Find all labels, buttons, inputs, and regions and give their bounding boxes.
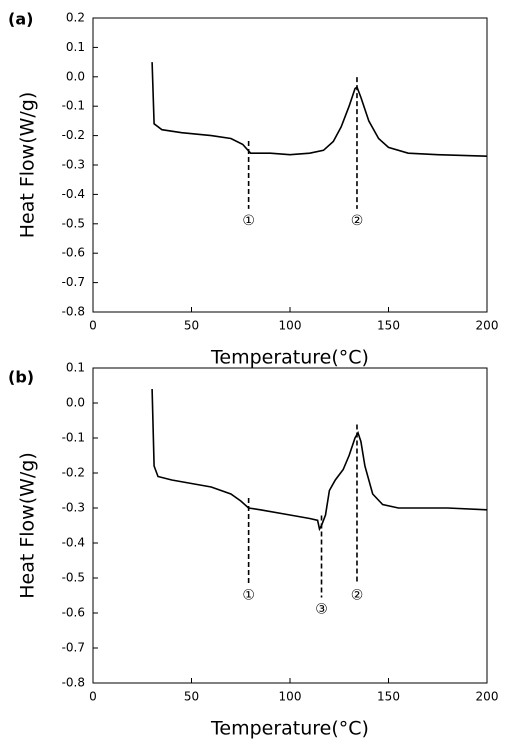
x-tick-label: 0 [89,319,97,333]
x-tick-label: 50 [184,690,199,704]
y-tick-label: -0.1 [62,431,85,445]
x-tick-label: 0 [89,690,97,704]
y-tick-label: -0.4 [62,536,85,550]
y-tick-label: -0.4 [62,187,85,201]
y-tick-label: -0.8 [62,676,85,690]
x-tick-label: 150 [377,690,400,704]
y-tick-label: -0.2 [62,128,85,142]
annotation-label: ① [242,213,255,229]
y-tick-label: 0.1 [66,361,85,375]
annotation-label: ① [242,588,255,604]
x-axis-title: Temperature(°C) [210,347,369,369]
panel-label: (b) [8,368,34,387]
x-tick-label: 200 [476,690,499,704]
panel-label: (a) [8,10,33,29]
y-tick-label: -0.5 [62,216,85,230]
annotation-label: ② [351,213,364,229]
annotation-label: ② [351,588,364,604]
x-tick-label: 50 [184,319,199,333]
annotation-label: ③ [315,602,328,618]
y-tick-label: -0.7 [62,641,85,655]
x-axis-title: Temperature(°C) [210,718,369,740]
data-line [151,62,488,157]
y-tick-label: -0.6 [62,246,85,260]
data-line [151,388,488,532]
y-tick-label: 0.0 [66,69,85,83]
x-tick-label: 100 [279,690,302,704]
x-tick-label: 150 [377,319,400,333]
y-tick-label: 0.1 [66,40,85,54]
y-tick-label: -0.7 [62,275,85,289]
y-tick-label: 0.2 [66,11,85,25]
y-tick-label: -0.2 [62,466,85,480]
y-tick-label: -0.6 [62,606,85,620]
x-tick-label: 100 [279,319,302,333]
y-tick-label: -0.5 [62,571,85,585]
y-axis-title: Heat Flow(W/g) [17,92,39,239]
y-tick-label: -0.8 [62,305,85,319]
x-tick-label: 200 [476,319,499,333]
y-tick-label: -0.3 [62,158,85,172]
y-axis-title: Heat Flow(W/g) [17,452,39,599]
y-tick-label: -0.1 [62,99,85,113]
y-tick-label: -0.3 [62,501,85,515]
y-tick-label: 0.0 [66,396,85,410]
